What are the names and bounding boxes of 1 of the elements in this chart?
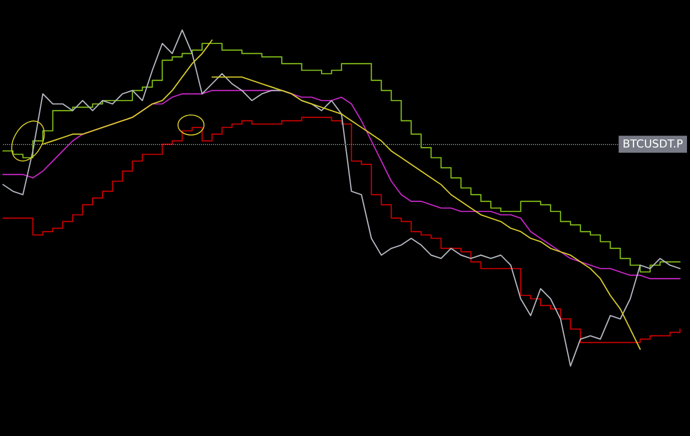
ref-line-label: BTCUSDT.P [622, 138, 684, 151]
